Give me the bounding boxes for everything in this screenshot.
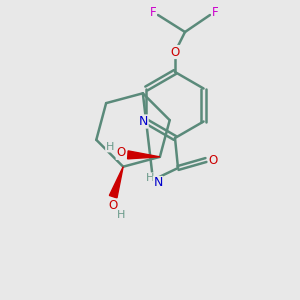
Text: O: O	[208, 154, 217, 166]
Text: O: O	[116, 146, 125, 159]
Text: O: O	[109, 199, 118, 212]
Text: N: N	[153, 176, 163, 190]
Text: F: F	[212, 7, 218, 20]
Text: N: N	[139, 115, 148, 128]
Polygon shape	[110, 167, 123, 198]
Text: O: O	[170, 46, 180, 59]
Text: H: H	[117, 210, 125, 220]
Text: F: F	[150, 7, 156, 20]
Text: H: H	[146, 173, 154, 183]
Polygon shape	[128, 151, 160, 159]
Text: H: H	[106, 142, 114, 152]
